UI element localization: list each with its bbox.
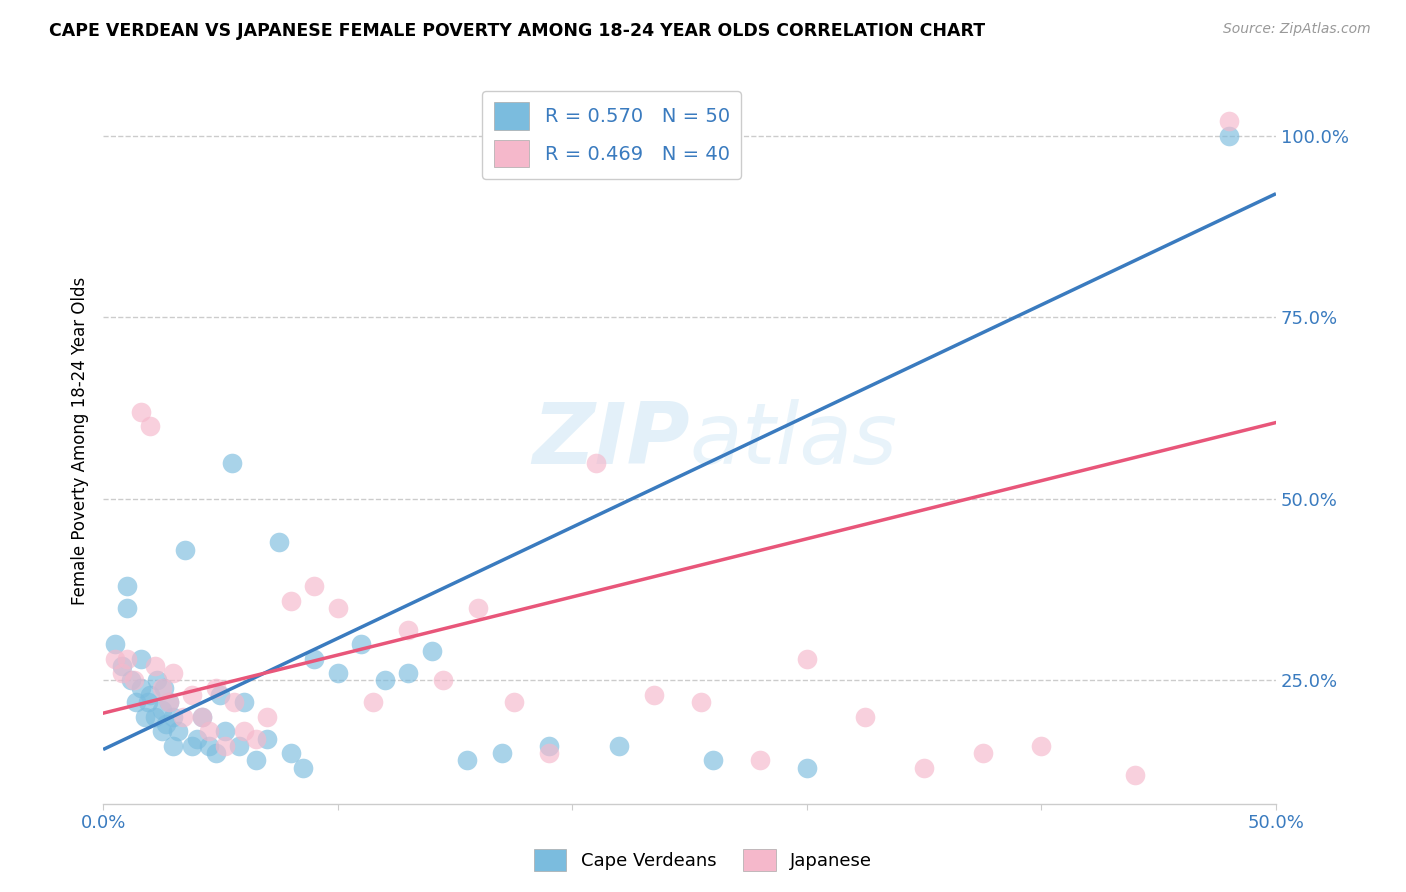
Point bbox=[139, 419, 162, 434]
Point bbox=[125, 695, 148, 709]
Point bbox=[224, 695, 246, 709]
Point bbox=[143, 710, 166, 724]
Point bbox=[186, 731, 208, 746]
Point bbox=[537, 746, 560, 760]
Point bbox=[115, 651, 138, 665]
Point bbox=[302, 651, 325, 665]
Point bbox=[197, 739, 219, 753]
Point bbox=[167, 724, 190, 739]
Text: atlas: atlas bbox=[689, 400, 897, 483]
Point bbox=[115, 600, 138, 615]
Point bbox=[136, 695, 159, 709]
Point bbox=[396, 623, 419, 637]
Point bbox=[150, 702, 173, 716]
Legend: R = 0.570   N = 50, R = 0.469   N = 40: R = 0.570 N = 50, R = 0.469 N = 40 bbox=[482, 91, 741, 179]
Point bbox=[585, 456, 607, 470]
Point bbox=[153, 681, 176, 695]
Point bbox=[702, 753, 724, 767]
Point bbox=[374, 673, 396, 688]
Point bbox=[143, 659, 166, 673]
Text: CAPE VERDEAN VS JAPANESE FEMALE POVERTY AMONG 18-24 YEAR OLDS CORRELATION CHART: CAPE VERDEAN VS JAPANESE FEMALE POVERTY … bbox=[49, 22, 986, 40]
Point bbox=[204, 746, 226, 760]
Point bbox=[607, 739, 630, 753]
Point bbox=[1123, 768, 1146, 782]
Point bbox=[162, 666, 184, 681]
Point bbox=[111, 666, 134, 681]
Point bbox=[280, 746, 302, 760]
Point bbox=[267, 535, 290, 549]
Point bbox=[214, 739, 236, 753]
Point bbox=[748, 753, 770, 767]
Point bbox=[796, 651, 818, 665]
Point bbox=[232, 724, 254, 739]
Text: Source: ZipAtlas.com: Source: ZipAtlas.com bbox=[1223, 22, 1371, 37]
Point bbox=[280, 593, 302, 607]
Point bbox=[139, 688, 162, 702]
Point bbox=[214, 724, 236, 739]
Point bbox=[245, 731, 267, 746]
Point bbox=[174, 542, 197, 557]
Point bbox=[221, 456, 243, 470]
Point bbox=[204, 681, 226, 695]
Point bbox=[350, 637, 373, 651]
Point bbox=[181, 739, 204, 753]
Point bbox=[537, 739, 560, 753]
Point bbox=[491, 746, 513, 760]
Point bbox=[104, 637, 127, 651]
Point bbox=[209, 688, 232, 702]
Point bbox=[502, 695, 524, 709]
Point bbox=[115, 579, 138, 593]
Point bbox=[396, 666, 419, 681]
Point bbox=[256, 710, 278, 724]
Point bbox=[146, 673, 169, 688]
Point bbox=[1218, 128, 1240, 143]
Point bbox=[690, 695, 713, 709]
Point bbox=[129, 404, 152, 418]
Point bbox=[1218, 114, 1240, 128]
Point bbox=[1031, 739, 1053, 753]
Point bbox=[326, 666, 349, 681]
Point bbox=[155, 717, 177, 731]
Point bbox=[157, 695, 180, 709]
Point bbox=[162, 739, 184, 753]
Point bbox=[104, 651, 127, 665]
Point bbox=[129, 681, 152, 695]
Point bbox=[796, 761, 818, 775]
Point bbox=[855, 710, 877, 724]
Point bbox=[456, 753, 478, 767]
Point bbox=[190, 710, 212, 724]
Point bbox=[256, 731, 278, 746]
Point bbox=[172, 710, 194, 724]
Legend: Cape Verdeans, Japanese: Cape Verdeans, Japanese bbox=[526, 842, 880, 879]
Point bbox=[972, 746, 994, 760]
Point bbox=[150, 681, 173, 695]
Point bbox=[232, 695, 254, 709]
Point bbox=[302, 579, 325, 593]
Point bbox=[291, 761, 314, 775]
Point bbox=[420, 644, 443, 658]
Point bbox=[432, 673, 454, 688]
Point bbox=[120, 673, 142, 688]
Point bbox=[122, 673, 145, 688]
Point bbox=[129, 651, 152, 665]
Point bbox=[361, 695, 384, 709]
Point bbox=[157, 695, 180, 709]
Point bbox=[190, 710, 212, 724]
Text: ZIP: ZIP bbox=[531, 400, 689, 483]
Point bbox=[150, 724, 173, 739]
Point bbox=[326, 600, 349, 615]
Point bbox=[912, 761, 935, 775]
Point bbox=[111, 659, 134, 673]
Point bbox=[643, 688, 665, 702]
Point bbox=[162, 710, 184, 724]
Point bbox=[245, 753, 267, 767]
Point bbox=[197, 724, 219, 739]
Point bbox=[134, 710, 156, 724]
Point bbox=[181, 688, 204, 702]
Y-axis label: Female Poverty Among 18-24 Year Olds: Female Poverty Among 18-24 Year Olds bbox=[72, 277, 89, 605]
Point bbox=[467, 600, 489, 615]
Point bbox=[228, 739, 250, 753]
